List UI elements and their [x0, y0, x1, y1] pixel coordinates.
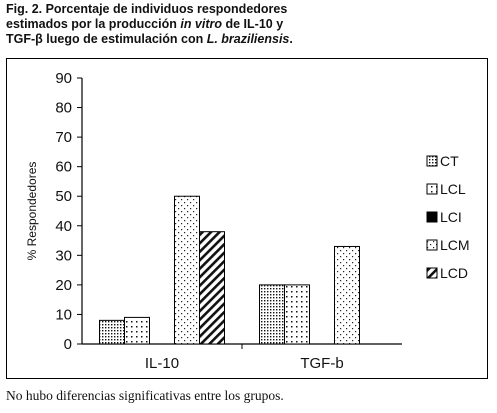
footnote: No hubo diferencias significativas entre…	[6, 388, 284, 403]
legend-label: LCI	[440, 209, 462, 225]
legend-label: LCD	[440, 265, 468, 281]
bar	[124, 316, 150, 345]
y-tick-label: 20	[55, 277, 72, 294]
x-tick-label: TGF-b	[300, 355, 343, 372]
caption-line-3: TGF-β luego de estimulación con L. brazi…	[6, 32, 293, 46]
bar	[99, 319, 125, 345]
chart-frame	[6, 58, 488, 379]
legend-swatch	[426, 211, 438, 223]
y-tick-label: 50	[55, 188, 72, 205]
y-tick-label: 90	[55, 70, 72, 87]
legend-swatch	[426, 267, 438, 279]
bar	[334, 245, 360, 345]
y-tick-label: 70	[55, 129, 72, 146]
y-tick-label: 30	[55, 247, 72, 264]
y-tick-label: 10	[55, 306, 72, 323]
y-tick-label: 0	[64, 336, 72, 353]
bar	[199, 231, 225, 345]
caption-line-1: Fig. 2. Porcentaje de individuos respond…	[6, 2, 288, 16]
y-tick-label: 80	[55, 100, 72, 117]
bar	[284, 284, 310, 345]
bar	[174, 195, 200, 345]
bar	[259, 284, 285, 345]
y-axis-label: % Respondedores	[25, 162, 39, 261]
x-tick-label: IL-10	[145, 355, 179, 372]
legend-swatch	[426, 239, 438, 251]
y-tick-label: 60	[55, 159, 72, 176]
legend-swatch	[426, 155, 438, 167]
legend-label: LCM	[440, 237, 470, 253]
figure-caption: Fig. 2. Porcentaje de individuos respond…	[6, 2, 346, 47]
legend-label: LCL	[440, 181, 466, 197]
legend-swatch	[426, 183, 438, 195]
legend-label: CT	[440, 153, 459, 169]
caption-line-2: estimados por la producción in vitro de …	[6, 17, 284, 31]
y-tick-label: 40	[55, 218, 72, 235]
